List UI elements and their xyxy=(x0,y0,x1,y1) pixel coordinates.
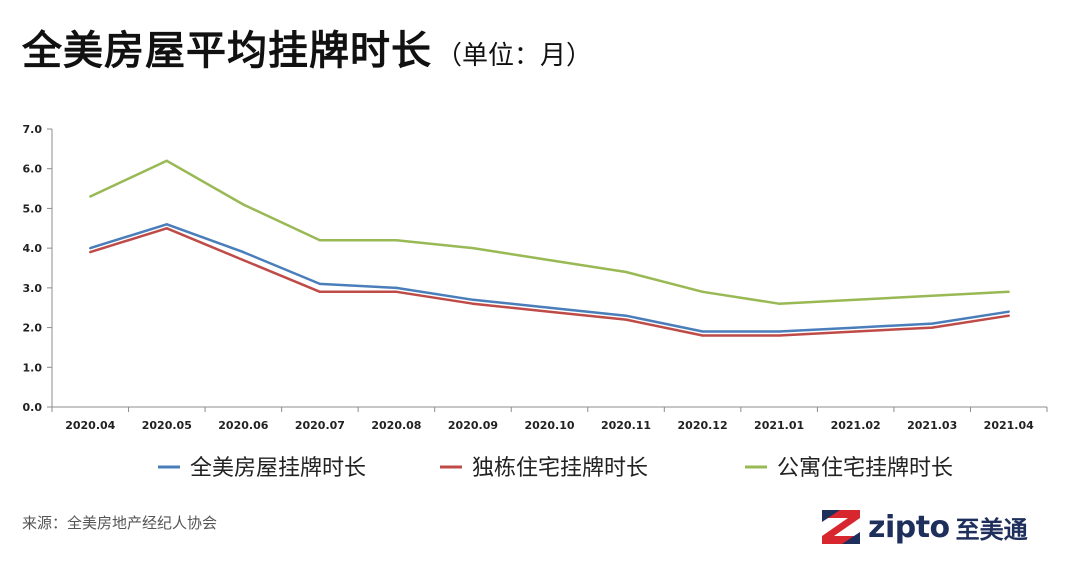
data-point xyxy=(471,302,475,305)
data-point xyxy=(777,302,781,305)
legend-label: 公寓住宅挂牌时长 xyxy=(777,456,953,481)
legend-label: 独栋住宅挂牌时长 xyxy=(472,456,648,481)
data-point xyxy=(242,250,245,254)
x-tick-label: 2020.05 xyxy=(142,419,192,432)
data-point xyxy=(318,282,322,286)
data-point xyxy=(395,286,398,290)
data-point xyxy=(624,314,628,317)
x-tick-label: 2020.09 xyxy=(448,419,498,432)
y-tick-label: 7.0 xyxy=(23,123,43,136)
y-tick-label: 2.0 xyxy=(23,322,43,335)
x-tick-label: 2020.12 xyxy=(678,419,728,432)
x-tick-label: 2021.04 xyxy=(984,419,1034,432)
x-tick-label: 2021.03 xyxy=(907,419,957,432)
y-tick-label: 0.0 xyxy=(23,401,43,414)
x-tick-label: 2020.08 xyxy=(371,419,421,432)
y-tick-label: 6.0 xyxy=(23,163,43,176)
series-line-2 xyxy=(89,227,1009,337)
data-point xyxy=(1007,310,1010,313)
data-point xyxy=(548,306,551,309)
series-line-1 xyxy=(89,223,1009,333)
data-point xyxy=(854,326,857,329)
chart-title: 全美房屋平均挂牌时长 xyxy=(22,28,432,74)
y-tick-label: 5.0 xyxy=(23,202,43,215)
data-point xyxy=(89,246,92,250)
data-point xyxy=(854,298,857,301)
y-tick-label: 4.0 xyxy=(23,242,43,255)
x-tick-label: 2020.11 xyxy=(601,419,651,432)
data-point xyxy=(318,239,322,242)
x-tick-label: 2020.04 xyxy=(65,419,115,432)
data-point xyxy=(165,159,169,162)
brand-name-cn: 至美通 xyxy=(955,515,1028,544)
data-point xyxy=(165,223,169,226)
x-tick-label: 2020.06 xyxy=(218,419,268,432)
x-tick-label: 2020.10 xyxy=(524,419,574,432)
brand-name: zipto xyxy=(868,509,950,545)
data-point xyxy=(1007,314,1010,317)
data-point xyxy=(548,310,551,313)
data-point xyxy=(89,250,92,254)
data-point xyxy=(930,326,934,329)
chart-title-row: 全美房屋平均挂牌时长 （单位：月） xyxy=(22,18,592,76)
data-point xyxy=(930,322,934,325)
data-point xyxy=(318,290,322,294)
data-point xyxy=(548,258,551,262)
data-point xyxy=(242,258,245,262)
data-point xyxy=(165,227,169,230)
data-point xyxy=(701,290,704,294)
x-tick-label: 2020.07 xyxy=(295,419,345,432)
data-point xyxy=(777,330,781,333)
data-point xyxy=(777,334,781,337)
zipto-logo-icon xyxy=(822,510,860,544)
data-point xyxy=(471,246,475,250)
data-point xyxy=(242,203,245,206)
data-point xyxy=(624,270,628,274)
data-point xyxy=(395,290,398,294)
data-point xyxy=(1007,290,1010,294)
brand-logo: zipto 至美通 xyxy=(820,506,1028,548)
data-point xyxy=(89,195,92,198)
data-point xyxy=(624,318,628,321)
data-point xyxy=(854,330,857,333)
x-tick-label: 2021.01 xyxy=(754,419,804,432)
data-point xyxy=(930,294,934,297)
source-note: 来源：全美房地产经纪人协会 xyxy=(22,514,218,532)
data-point xyxy=(701,334,704,337)
y-tick-label: 3.0 xyxy=(23,282,43,295)
x-tick-label: 2021.02 xyxy=(831,419,881,432)
y-tick-label: 1.0 xyxy=(23,361,43,374)
data-point xyxy=(395,239,398,242)
data-point xyxy=(471,298,475,301)
data-point xyxy=(701,330,704,333)
series-line-3 xyxy=(89,159,1009,305)
legend-label: 全美房屋挂牌时长 xyxy=(190,456,366,481)
chart-unit-note: （单位：月） xyxy=(436,41,593,71)
